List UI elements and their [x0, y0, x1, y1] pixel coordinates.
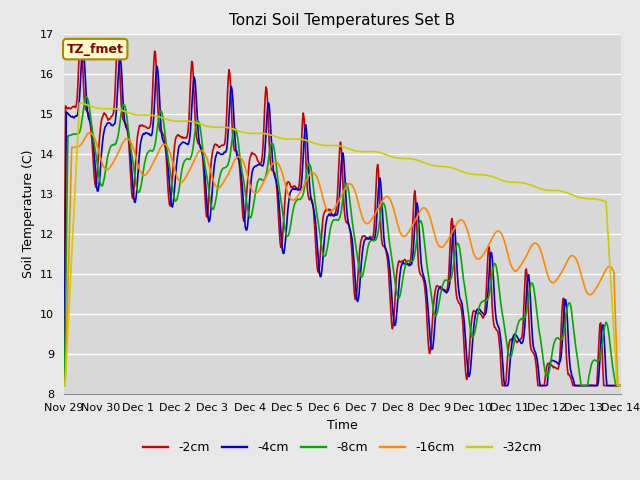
Y-axis label: Soil Temperature (C): Soil Temperature (C) — [22, 149, 35, 278]
Legend: -2cm, -4cm, -8cm, -16cm, -32cm: -2cm, -4cm, -8cm, -16cm, -32cm — [138, 436, 547, 459]
Title: Tonzi Soil Temperatures Set B: Tonzi Soil Temperatures Set B — [229, 13, 456, 28]
X-axis label: Time: Time — [327, 419, 358, 432]
Text: TZ_fmet: TZ_fmet — [67, 43, 124, 56]
